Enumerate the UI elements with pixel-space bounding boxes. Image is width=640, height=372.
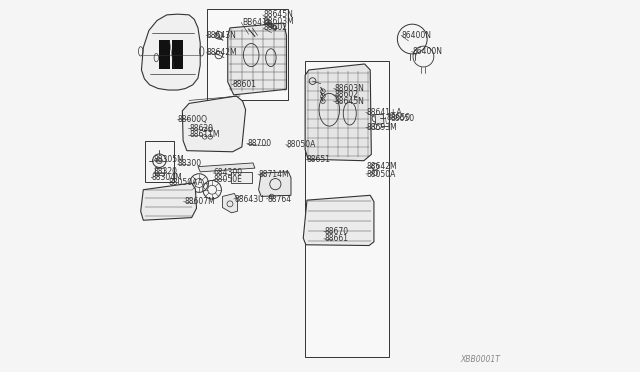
Text: 88661: 88661	[324, 234, 348, 243]
Bar	[207, 9, 289, 100]
Text: 88602: 88602	[334, 90, 358, 99]
Text: 88611M: 88611M	[189, 130, 220, 139]
Text: 88764: 88764	[267, 195, 291, 203]
Text: 88642M: 88642M	[207, 48, 237, 57]
Text: 88642M: 88642M	[367, 162, 397, 171]
Polygon shape	[375, 115, 384, 125]
Text: 88304M: 88304M	[152, 173, 182, 182]
Bar	[155, 168, 164, 175]
Polygon shape	[303, 195, 374, 246]
Text: 88651: 88651	[306, 155, 330, 164]
Polygon shape	[259, 172, 291, 196]
Text: 86400N: 86400N	[402, 31, 432, 40]
Bar	[172, 40, 183, 69]
Text: 88050A: 88050A	[287, 140, 316, 149]
Text: 88643U: 88643U	[234, 195, 264, 203]
Bar	[145, 141, 174, 182]
Text: BB641: BB641	[242, 18, 267, 27]
Text: 86400N: 86400N	[412, 47, 442, 56]
Text: 88601: 88601	[232, 80, 257, 89]
Text: XBB0001T: XBB0001T	[461, 355, 500, 364]
Text: 88620: 88620	[189, 124, 213, 133]
Text: 88693M: 88693M	[367, 123, 397, 132]
Text: 88700: 88700	[248, 139, 271, 148]
Polygon shape	[223, 193, 237, 213]
Text: 88602: 88602	[264, 23, 287, 32]
Text: 684300: 684300	[214, 169, 243, 177]
Text: 88670: 88670	[324, 227, 349, 236]
Bar	[232, 172, 252, 183]
Polygon shape	[141, 183, 196, 220]
Text: 88305M: 88305M	[154, 155, 184, 164]
Text: 88645N: 88645N	[264, 10, 293, 19]
Polygon shape	[182, 96, 246, 152]
Text: 88714M: 88714M	[259, 170, 289, 179]
Text: 88320: 88320	[154, 167, 177, 176]
Polygon shape	[305, 64, 371, 161]
Text: 88645N: 88645N	[334, 97, 364, 106]
Text: 88603N: 88603N	[334, 84, 364, 93]
Polygon shape	[141, 14, 200, 90]
Text: 88600Q: 88600Q	[178, 115, 208, 124]
Text: 88603M: 88603M	[264, 17, 294, 26]
Bar	[159, 40, 170, 69]
Text: 88643N: 88643N	[207, 31, 237, 40]
Text: 88050AA: 88050AA	[168, 178, 203, 187]
Text: 88050E: 88050E	[214, 175, 243, 184]
Bar	[305, 61, 389, 357]
Text: 88650: 88650	[390, 114, 415, 123]
Text: 88050A: 88050A	[367, 170, 396, 179]
Text: 88300: 88300	[178, 159, 202, 168]
Polygon shape	[198, 163, 255, 172]
Circle shape	[156, 158, 163, 164]
Text: 88641+A: 88641+A	[367, 108, 402, 117]
Text: 88607M: 88607M	[184, 197, 215, 206]
Text: 88650: 88650	[386, 113, 410, 122]
Polygon shape	[228, 23, 287, 95]
